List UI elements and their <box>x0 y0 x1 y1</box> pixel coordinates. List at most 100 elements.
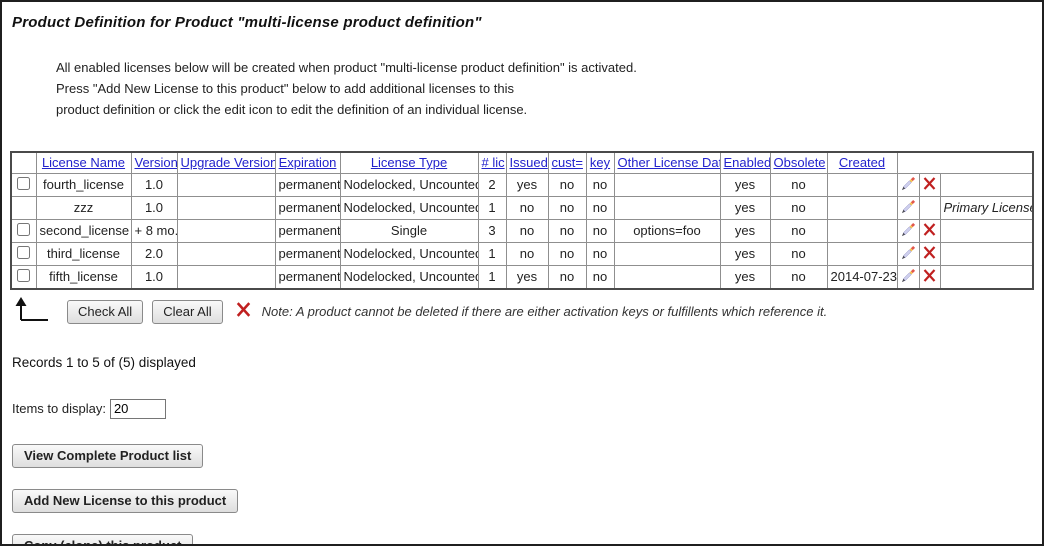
sort-link-cust[interactable]: cust= <box>551 155 583 171</box>
cell-key: no <box>585 218 615 243</box>
items-to-display-input[interactable] <box>109 398 166 419</box>
cell-upgrade-version <box>176 172 276 197</box>
view-list-row: View Complete Product list <box>12 443 1036 468</box>
sort-link-num-lic[interactable]: # lic <box>481 155 505 171</box>
cell-obsolete: no <box>769 195 828 220</box>
edit-cell <box>896 264 920 289</box>
intro-line: product definition or click the edit ico… <box>56 102 528 117</box>
page-title: Product Definition for Product "multi-li… <box>12 14 482 31</box>
cell-created <box>826 218 898 243</box>
checkbox-cell <box>10 195 37 220</box>
cell-obsolete: no <box>769 264 828 289</box>
sort-link-obsolete[interactable]: Obsolete <box>773 155 826 171</box>
edit-pencil-icon[interactable] <box>901 268 916 283</box>
checkbox-cell <box>10 241 37 266</box>
row-select-checkbox[interactable] <box>17 268 31 282</box>
cell-created <box>826 241 898 266</box>
cell-obsolete: no <box>769 172 828 197</box>
row-select-checkbox[interactable] <box>17 222 31 236</box>
copy-clone-product-button[interactable]: Copy (clone) this product <box>12 533 194 544</box>
column-header-license-name: License Name <box>35 151 132 174</box>
table-row-fifth-license: fifth_license 1.0 permanent Nodelocked, … <box>10 264 1034 289</box>
cell-num-lic: 2 <box>477 172 507 197</box>
cell-license-type: Nodelocked, Uncounted <box>339 172 479 197</box>
cell-other-license-data <box>613 172 721 197</box>
check-all-button[interactable]: Check All <box>67 299 144 324</box>
edit-pencil-icon[interactable] <box>901 222 916 237</box>
column-header-num-lic: # lic <box>477 151 507 174</box>
sort-link-version[interactable]: Version <box>134 155 177 171</box>
sort-link-created[interactable]: Created <box>838 155 886 171</box>
row-select-checkbox[interactable] <box>17 245 31 259</box>
delete-x-icon[interactable] <box>923 245 936 259</box>
row-note-cell <box>939 218 1034 243</box>
delete-cell <box>918 218 941 243</box>
delete-x-icon[interactable] <box>923 222 936 236</box>
cell-license-name: fourth_license <box>35 172 132 197</box>
delete-x-icon[interactable] <box>923 176 936 190</box>
column-header-expiration: Expiration <box>274 151 341 174</box>
cell-license-name: fifth_license <box>35 264 132 289</box>
cell-expiration: permanent <box>274 172 341 197</box>
cell-key: no <box>585 172 615 197</box>
delete-note-text: Note: A product cannot be deleted if the… <box>261 304 828 319</box>
delete-cell <box>918 172 941 197</box>
column-header-upgrade-version: Upgrade Version <box>176 151 276 174</box>
clear-all-button[interactable]: Clear All <box>152 299 223 324</box>
column-header-obsolete: Obsolete <box>769 151 828 174</box>
cell-created <box>826 172 898 197</box>
view-complete-product-list-button[interactable]: View Complete Product list <box>12 443 204 468</box>
cell-upgrade-version <box>176 264 276 289</box>
edit-pencil-icon[interactable] <box>901 245 916 260</box>
up-elbow-arrow-icon <box>12 296 50 327</box>
cell-num-lic: 1 <box>477 241 507 266</box>
edit-pencil-icon[interactable] <box>901 176 916 191</box>
sort-link-enabled[interactable]: Enabled <box>723 155 770 171</box>
table-row-zzz: zzz 1.0 permanent Nodelocked, Uncounted … <box>10 195 1034 220</box>
sort-link-other-license-data[interactable]: Other License Data <box>617 155 720 171</box>
cell-enabled: yes <box>719 195 771 220</box>
cell-issued: yes <box>505 172 549 197</box>
sort-link-license-type[interactable]: License Type <box>370 155 448 171</box>
cell-expiration: permanent <box>274 195 341 220</box>
primary-license-badge: Primary License <box>939 195 1034 220</box>
delete-cell <box>918 241 941 266</box>
cell-cust: no <box>547 195 587 220</box>
sort-link-key[interactable]: key <box>589 155 611 171</box>
cell-other-license-data: options=foo <box>613 218 721 243</box>
delete-x-icon[interactable] <box>923 268 936 282</box>
bulk-actions-row: Check All Clear All Note: A product cann… <box>12 296 1036 327</box>
cell-license-type: Single <box>339 218 479 243</box>
cell-created <box>826 195 898 220</box>
actions-column-header <box>896 151 1034 174</box>
cell-other-license-data <box>613 241 721 266</box>
cell-enabled: yes <box>719 218 771 243</box>
checkbox-cell <box>10 218 37 243</box>
cell-expiration: permanent <box>274 264 341 289</box>
intro-paragraph: All enabled licenses below will be creat… <box>56 57 1036 120</box>
sort-link-issued[interactable]: Issued <box>509 155 548 171</box>
edit-pencil-icon[interactable] <box>901 199 916 214</box>
row-select-checkbox[interactable] <box>17 176 31 190</box>
row-note-cell <box>939 264 1034 289</box>
table-row-third-license: third_license 2.0 permanent Nodelocked, … <box>10 241 1034 266</box>
cell-version: 2.0 <box>130 241 178 266</box>
edit-cell <box>896 218 920 243</box>
sort-link-license-name[interactable]: License Name <box>41 155 126 171</box>
cell-upgrade-version <box>176 195 276 220</box>
table-header-row: License Name Version Upgrade Version Exp… <box>10 151 1034 174</box>
license-table: License Name Version Upgrade Version Exp… <box>10 151 1034 290</box>
cell-enabled: yes <box>719 172 771 197</box>
column-header-key: key <box>585 151 615 174</box>
add-new-license-button[interactable]: Add New License to this product <box>12 488 239 513</box>
select-column-header <box>10 151 37 174</box>
sort-link-upgrade-version[interactable]: Upgrade Version <box>180 155 275 171</box>
column-header-created: Created <box>826 151 898 174</box>
cell-num-lic: 3 <box>477 218 507 243</box>
cell-other-license-data <box>613 264 721 289</box>
column-header-version: Version <box>130 151 178 174</box>
sort-link-expiration[interactable]: Expiration <box>278 155 337 171</box>
add-license-row: Add New License to this product <box>12 488 1036 513</box>
delete-x-icon <box>236 301 251 322</box>
cell-enabled: yes <box>719 264 771 289</box>
